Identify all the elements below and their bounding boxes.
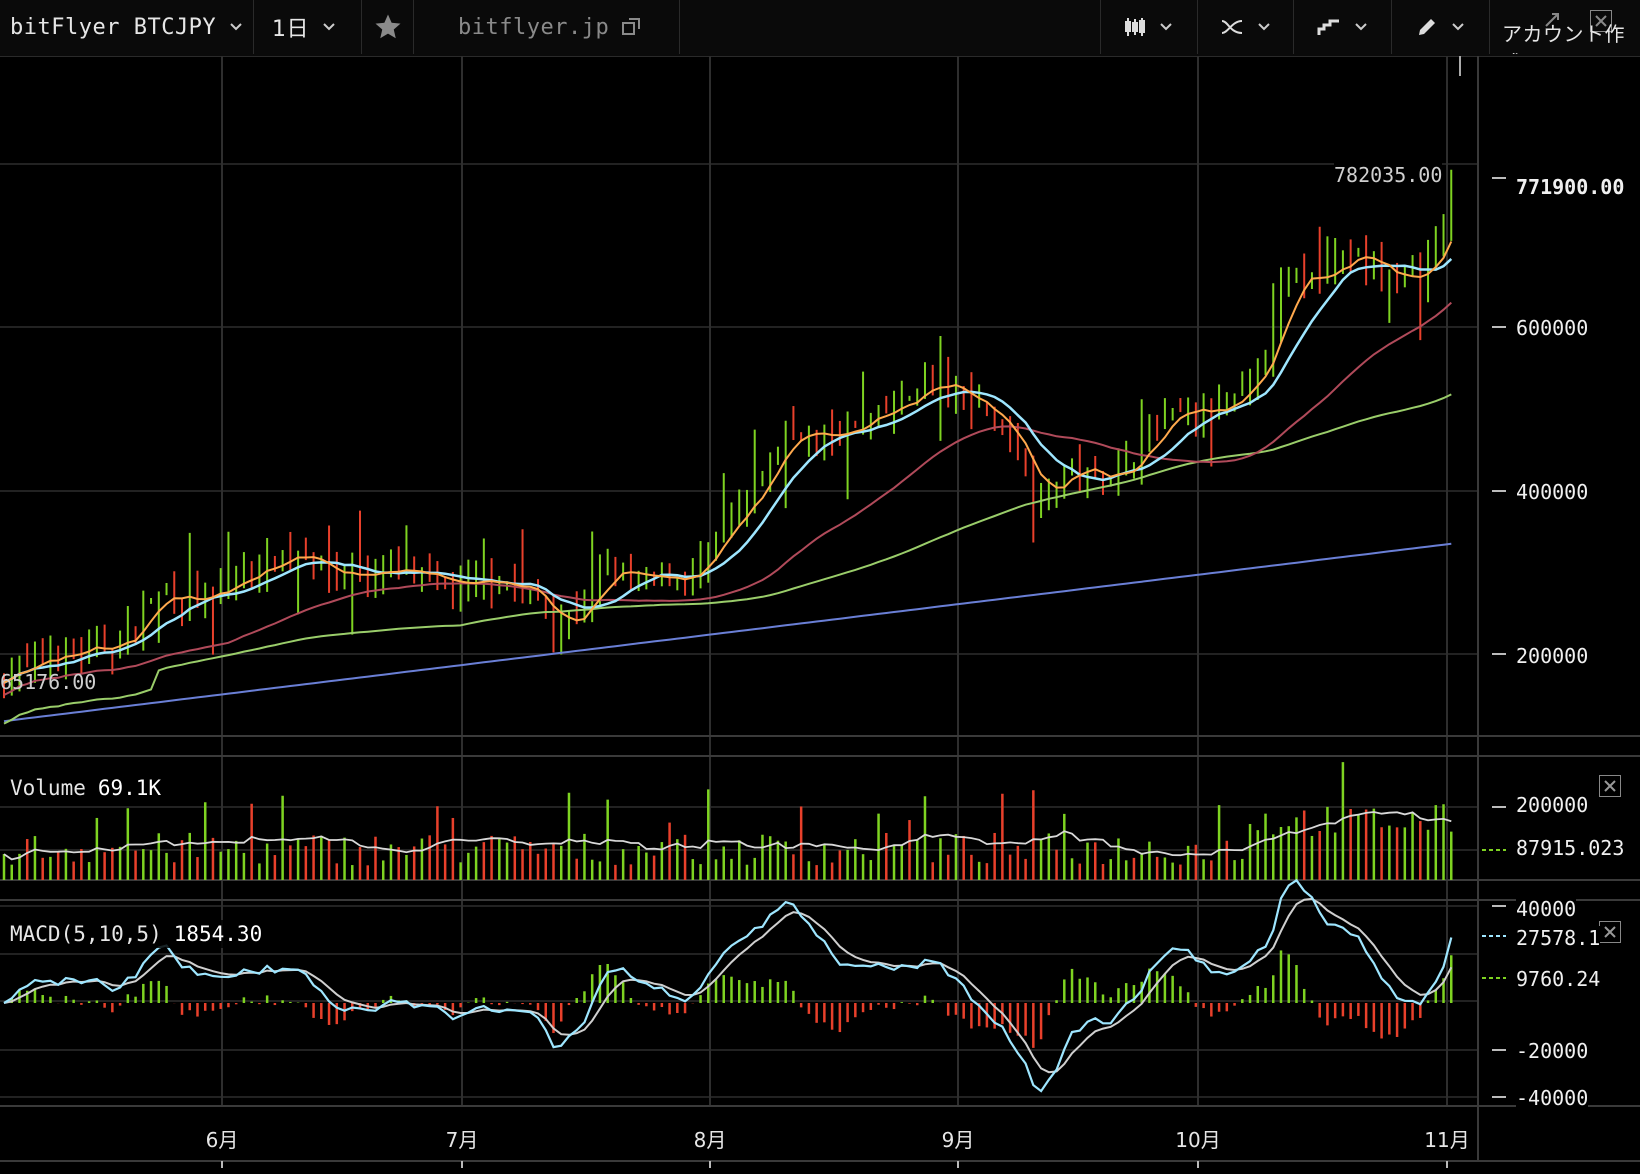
top-toolbar: bitFlyer BTCJPY 1日 bitflyer.jp (0, 0, 1640, 57)
macd-signal-label: 9760.24 (1516, 967, 1601, 991)
external-link-icon (621, 17, 641, 37)
chart-type-button[interactable] (1294, 0, 1392, 54)
close-icon (1600, 922, 1620, 942)
indicator-icon (1220, 17, 1244, 37)
site-link-label: bitflyer.jp (458, 14, 610, 40)
create-account-link[interactable]: アカウント作成 (1502, 22, 1625, 54)
macd-signal-line (3, 897, 1453, 1074)
macd-legend: MACD(5,10,5) 1854.30 (2, 920, 271, 948)
macd-title: MACD(5,10,5) (10, 922, 162, 946)
star-icon (373, 12, 403, 42)
interval-label: 1日 (272, 17, 309, 42)
macd-tick-neg40000: -40000 (1516, 1086, 1589, 1110)
ma-200-line (3, 542, 1452, 723)
axis-ticks (1482, 177, 1506, 1098)
volume-ma-line (3, 811, 1452, 861)
volume-bars (2, 762, 1453, 880)
macd-tick-neg20000: -20000 (1516, 1039, 1589, 1063)
indicators-button[interactable] (1198, 0, 1294, 54)
x-label-sep: 9月 (941, 1128, 975, 1152)
close-volume-button[interactable] (1599, 775, 1621, 797)
volume-tick-200000: 200000 (1516, 793, 1589, 817)
interval-selector[interactable]: 1日 (254, 0, 362, 54)
favorite-button[interactable] (362, 0, 414, 54)
candlestick-icon (1124, 16, 1146, 38)
chart-grid (0, 56, 1640, 1168)
low-price-label: 65176.00 (0, 670, 97, 694)
high-price-label: 782035.00 (1334, 163, 1443, 187)
macd-line (3, 878, 1453, 1093)
x-label-nov: 11月 (1424, 1128, 1470, 1152)
account-area[interactable]: アカウント作成 (1490, 0, 1640, 54)
ma-fast-line (3, 241, 1453, 684)
candle-style-button[interactable] (1100, 0, 1198, 54)
volume-title: Volume (10, 776, 86, 800)
close-icon (1600, 776, 1620, 796)
macd-line-label: 27578.1 (1516, 926, 1601, 950)
site-link[interactable]: bitflyer.jp (414, 0, 680, 54)
last-price-label: 771900.00 (1516, 175, 1625, 199)
pencil-icon (1416, 16, 1438, 38)
volume-value: 69.1K (97, 776, 162, 800)
chevron-down-icon (1158, 19, 1174, 35)
ma-50-line (3, 301, 1452, 696)
price-chart[interactable] (0, 56, 1640, 1174)
drawing-tools-button[interactable] (1392, 0, 1490, 54)
close-icon (1590, 10, 1612, 32)
chevron-down-icon (1450, 19, 1466, 35)
x-label-aug: 8月 (693, 1128, 727, 1152)
ma-slow-line (3, 257, 1453, 684)
fullscreen-icon (1542, 10, 1566, 30)
macd-tick-40000: 40000 (1516, 897, 1577, 921)
chevron-down-icon (321, 19, 337, 35)
y-tick-600000: 600000 (1516, 316, 1589, 340)
macd-value: 1854.30 (173, 922, 263, 946)
ma-100-line (3, 393, 1452, 725)
indicator-lines (3, 241, 1453, 1093)
x-label-oct: 10月 (1175, 1128, 1221, 1152)
y-tick-200000: 200000 (1516, 644, 1589, 668)
y-tick-400000: 400000 (1516, 480, 1589, 504)
symbol-selector[interactable]: bitFlyer BTCJPY (0, 0, 254, 54)
chart-type-icon (1317, 17, 1341, 37)
close-macd-button[interactable] (1599, 921, 1621, 943)
volume-ma-label: 87915.023 (1516, 836, 1625, 860)
chevron-down-icon (1256, 19, 1272, 35)
x-label-jul: 7月 (445, 1128, 479, 1152)
symbol-label: bitFlyer BTCJPY (10, 14, 217, 40)
volume-legend: Volume 69.1K (2, 774, 170, 802)
chevron-down-icon (1353, 19, 1369, 35)
x-label-jun: 6月 (205, 1128, 239, 1152)
chevron-down-icon (228, 19, 244, 35)
